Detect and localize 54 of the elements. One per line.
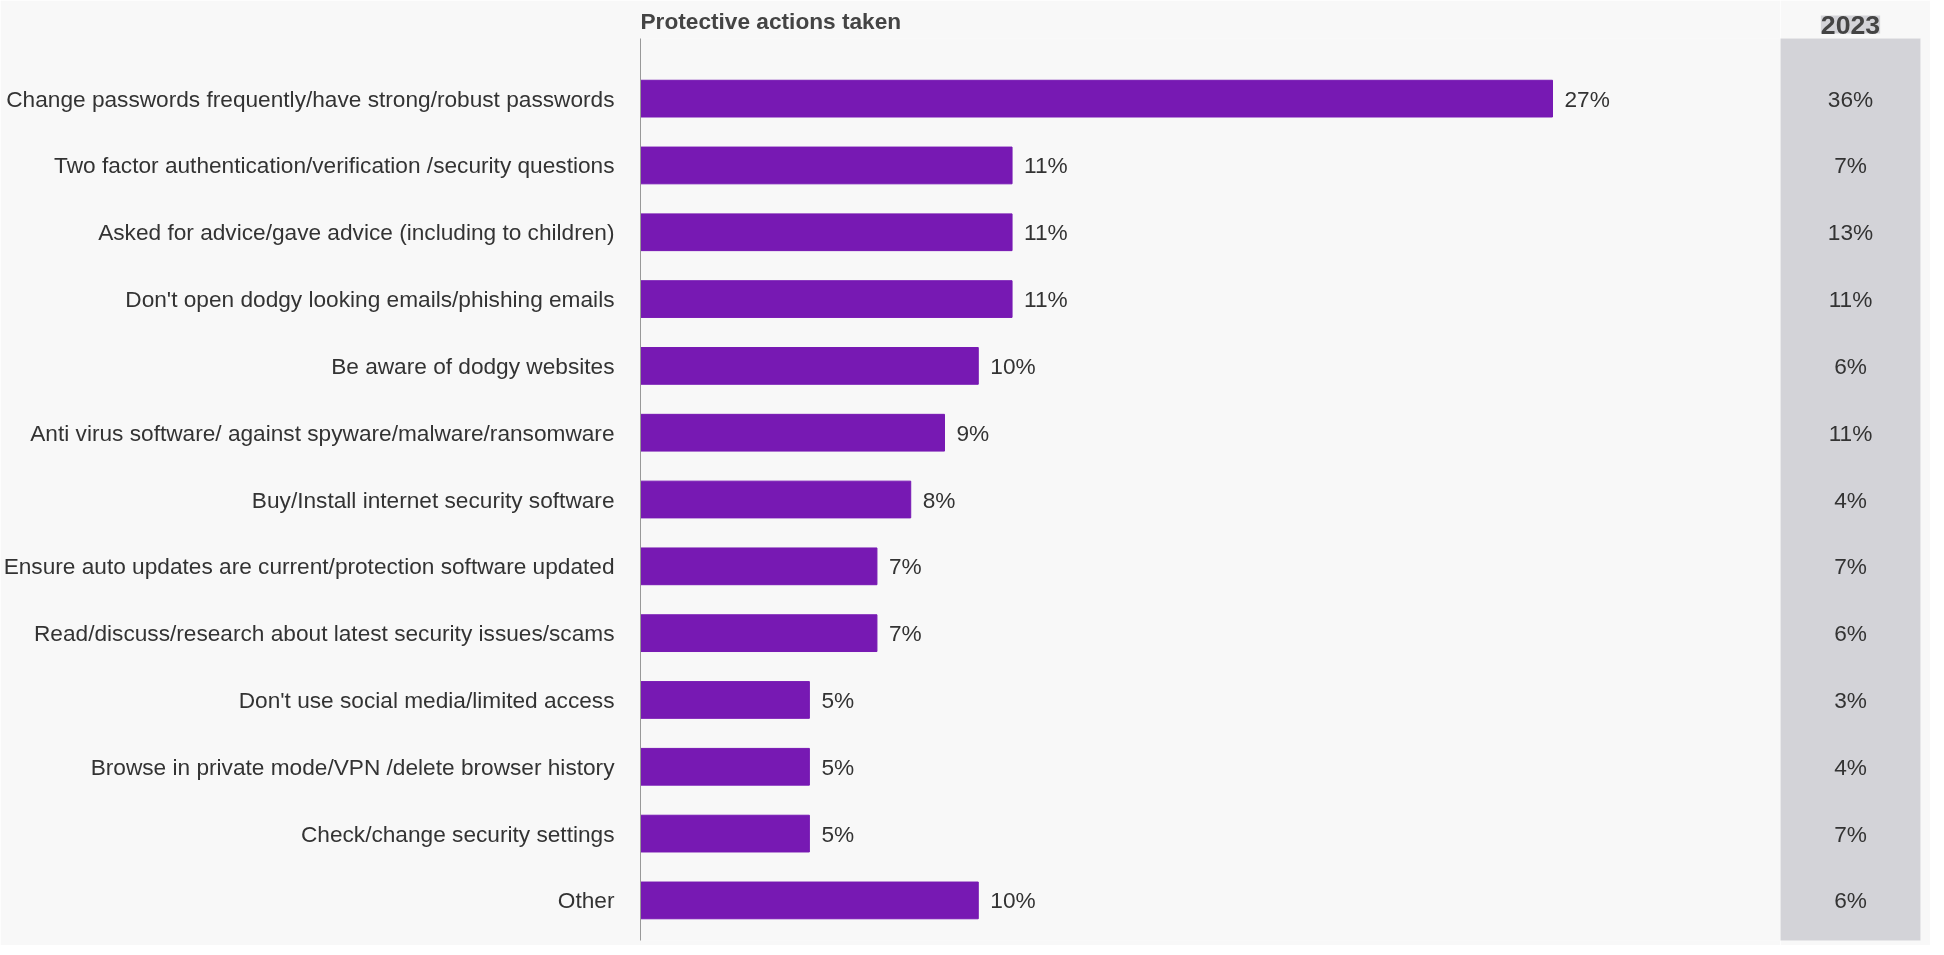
y-tick-label: Don't use social media/limited access [238, 686, 615, 713]
data-label: 10% [990, 352, 1036, 379]
data-label: 5% [821, 753, 855, 780]
data-label: 8% [922, 486, 956, 513]
bar [640, 614, 878, 653]
text: 7% [1834, 553, 1867, 580]
bar [640, 681, 810, 719]
text: 6% [1834, 352, 1867, 379]
text: 11% [1828, 286, 1873, 313]
chart-title: Protective actions taken [640, 7, 902, 34]
data-label: 11% [1024, 286, 1068, 313]
bar [640, 747, 810, 786]
y-tick-label: Don't open dodgy looking emails/phishing emails [125, 286, 615, 313]
y-tick-label: Anti virus software/ against spyware/malware/ransomware [30, 419, 615, 446]
data-label: 5% [821, 820, 855, 847]
data-label: 27% [1564, 85, 1610, 112]
bar [640, 480, 912, 519]
text: 7% [1834, 152, 1867, 179]
text: 36% [1827, 85, 1874, 112]
text: 4% [1834, 486, 1867, 513]
data-label: 11% [1024, 152, 1068, 179]
y-tick-label: Buy/Install internet security software [251, 486, 615, 513]
text: 13% [1827, 219, 1874, 246]
y-tick-label: Ensure auto updates are current/protection software updated [3, 553, 615, 580]
bar [640, 146, 1013, 185]
text: 7% [1834, 820, 1867, 847]
bar [640, 280, 1013, 318]
y-tick-label: Browse in private mode/VPN /delete browser history [90, 753, 616, 780]
y-tick-label: Be aware of dodgy websites [331, 352, 615, 379]
bar [640, 347, 979, 385]
y-tick-label: Other [557, 887, 615, 914]
bar [640, 413, 945, 452]
data-label: 7% [888, 620, 922, 647]
y-tick-label: Change passwords frequently/have strong/robust passwords [6, 85, 615, 112]
data-label: 10% [990, 887, 1036, 914]
text: 6% [1834, 620, 1867, 647]
text: 11% [1828, 419, 1873, 446]
bar [640, 547, 878, 586]
y-tick-label: Two factor authentication/verification /security questions [54, 152, 615, 179]
text: 4% [1834, 753, 1867, 780]
text: 3% [1834, 686, 1867, 713]
y-tick-label: Check/change security settings [300, 820, 615, 847]
data-label: 5% [821, 686, 855, 713]
bar [640, 213, 1013, 252]
y-tick-label: Asked for advice/gave advice (including to children) [98, 219, 615, 246]
data-label: 11% [1024, 219, 1068, 246]
data-label: 7% [888, 553, 922, 580]
bar [640, 881, 979, 920]
text: 2023 [1820, 9, 1881, 40]
data-label: 9% [956, 419, 990, 446]
bar [640, 79, 1553, 118]
text: 6% [1834, 887, 1867, 914]
bar [640, 814, 810, 853]
y-tick-label: Read/discuss/research about latest security issues/scams [34, 620, 615, 647]
